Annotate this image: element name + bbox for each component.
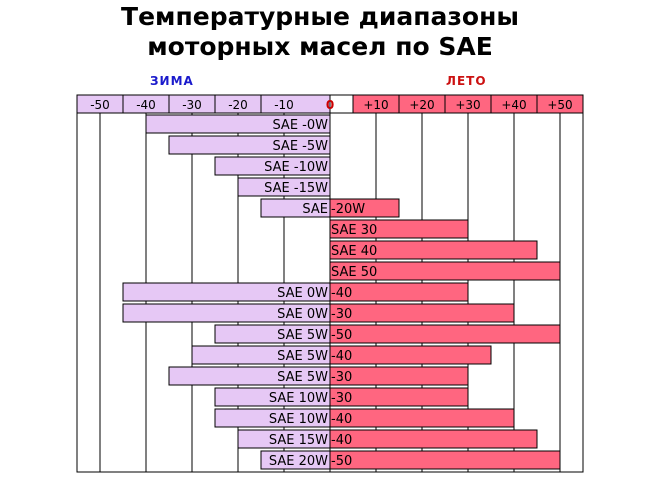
x-tick-label: -50 [90,98,110,112]
x-tick-label: 0 [326,98,334,112]
chart-title: Температурные диапазоны моторных масел п… [0,2,640,62]
bar-label-summer-part: -40 [331,412,352,427]
bar-summer-segment [329,387,469,407]
bar-summer-segment [329,366,469,386]
bar-winter-segment [145,114,331,134]
bar-summer-segment [329,450,561,470]
bar-summer-segment [329,324,561,344]
bar-label-summer-part: SAE 30 [331,223,377,238]
bar-label-winter-part: SAE 5W [277,328,328,343]
bar-winter-segment [168,135,331,155]
bar-summer-segment [329,303,515,323]
bar-label-winter-part: SAE -10W [264,160,328,175]
season-winter-label: ЗИМА [150,74,194,88]
x-tick-label: -30 [182,98,202,112]
bar-summer-segment [329,219,469,239]
bar-summer-segment [329,429,538,449]
chart-title-line2: моторных масел по SAE [147,32,493,61]
bar-label-summer-part: -40 [331,349,352,364]
bar-label-winter-part: SAE 0W [277,286,328,301]
bar-label-summer-part: SAE 40 [331,244,377,259]
bar-summer-segment [329,345,492,365]
bar-summer-segment [329,282,469,302]
x-tick-label: +30 [455,98,480,112]
bar-summer-segment [329,240,538,260]
bar-label-winter-part: SAE 5W [277,349,328,364]
x-tick-label: +50 [547,98,572,112]
bar-label-winter-part: SAE 10W [269,391,328,406]
bar-summer-segment [329,408,515,428]
bar-label-winter-part: SAE -0W [272,118,328,133]
bar-label-winter-part: SAE 0W [277,307,328,322]
chart-title-line1: Температурные диапазоны [121,2,519,31]
bar-label-winter-part: SAE -15W [264,181,328,196]
bar-label-summer-part: -40 [331,286,352,301]
bar-label-winter-part: SAE 15W [269,433,328,448]
bar-label-summer-part: -50 [331,454,352,469]
bar-label-summer-part: -30 [331,391,352,406]
x-tick-label: +20 [409,98,434,112]
bar-label-summer-part: -20W [331,202,365,217]
bar-label-summer-part: -30 [331,307,352,322]
bar-label-winter-part: SAE -5W [272,139,328,154]
bar-summer-segment [329,261,561,281]
bar-summer-segment [329,198,400,218]
bar-winter-segment [214,156,331,176]
x-tick-label: -10 [274,98,294,112]
bar-label-winter-part: SAE 20W [269,454,328,469]
bar-label-winter-part: SAE 5W [277,370,328,385]
x-tick-label: -20 [228,98,248,112]
bar-label-winter-part: SAE [302,202,328,217]
x-tick-label: -40 [136,98,156,112]
bar-label-summer-part: -50 [331,328,352,343]
x-tick-label: +10 [363,98,388,112]
bar-label-winter-part: SAE 10W [269,412,328,427]
bar-label-summer-part: -30 [331,370,352,385]
bar-label-summer-part: -40 [331,433,352,448]
bar-label-summer-part: SAE 50 [331,265,377,280]
season-summer-label: ЛЕТО [446,74,487,88]
x-tick-label: +40 [501,98,526,112]
bar-winter-segment [237,177,331,197]
